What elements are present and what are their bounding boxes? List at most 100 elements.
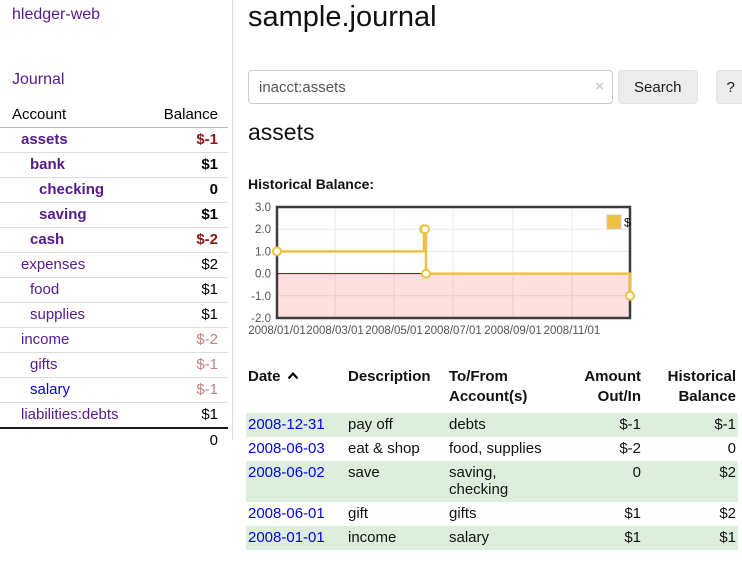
page-title: sample.journal	[248, 1, 437, 33]
account-balance: $1	[147, 302, 228, 328]
sidebar-account-checking: checking 0	[0, 177, 228, 203]
register-amount: $-2	[619, 440, 641, 457]
account-balance: $2	[147, 252, 228, 278]
register-accounts: saving, checking	[449, 464, 509, 498]
sidebar-account-saving: saving $1	[0, 202, 228, 228]
account-balance: $-1	[147, 352, 228, 378]
register-header-accounts: To/From Account(s)	[447, 362, 553, 413]
search-form: × Search ?	[248, 70, 742, 104]
register-header-description: Description	[348, 368, 431, 385]
register-accounts: salary	[449, 529, 490, 546]
register-date-link[interactable]: 2008-01-01	[248, 529, 325, 546]
register-balance: $2	[719, 464, 736, 481]
register-header-balance-line1: Historical	[667, 368, 736, 385]
svg-text:2008/11/01: 2008/11/01	[544, 325, 601, 337]
register-amount: $-1	[619, 416, 641, 433]
account-balance: $-2	[147, 327, 228, 353]
svg-text:2008/03/01: 2008/03/01	[306, 325, 364, 337]
chart-title: Historical Balance:	[248, 176, 375, 192]
svg-text:-1.0: -1.0	[251, 291, 271, 303]
register-accounts: gifts	[449, 505, 477, 522]
svg-text:3.0: 3.0	[255, 202, 271, 214]
register-balance: $2	[719, 505, 736, 522]
account-link-liabilities-debts[interactable]: liabilities:debts	[21, 406, 119, 423]
register-header-accounts-line2: Account(s)	[449, 388, 528, 405]
register-amount: $1	[624, 505, 641, 522]
svg-text:$: $	[624, 216, 631, 230]
register-header-amount: Amount Out/In	[553, 362, 643, 413]
register-header-balance-line2: Balance	[678, 388, 736, 405]
account-balance: $-1	[147, 377, 228, 403]
account-link-bank[interactable]: bank	[30, 156, 66, 173]
svg-text:-2.0: -2.0	[251, 313, 271, 325]
register-balance: $1	[719, 529, 736, 546]
account-link-cash[interactable]: cash	[30, 231, 65, 248]
register-date-link[interactable]: 2008-06-03	[248, 440, 325, 457]
search-input-wrap: ×	[248, 70, 613, 104]
register-header-amount-line1: Amount	[584, 368, 641, 385]
register-header-date[interactable]: Date	[246, 362, 346, 413]
accounts-header-balance: Balance	[147, 103, 228, 128]
register-row: 2008-06-02 save saving, checking 0 $2	[246, 461, 738, 502]
sidebar-account-salary: salary $-1	[0, 377, 228, 403]
register-accounts: debts	[449, 416, 486, 433]
svg-text:2.0: 2.0	[255, 224, 271, 236]
sidebar-account-liabilities-debts: liabilities:debts $1	[0, 402, 228, 428]
svg-text:2008/01/01: 2008/01/01	[248, 325, 306, 337]
sidebar-account-gifts: gifts $-1	[0, 352, 228, 378]
app-brand-link[interactable]: hledger-web	[12, 6, 101, 23]
register-description: save	[348, 464, 380, 481]
sort-ascending-icon[interactable]	[287, 371, 299, 380]
search-button[interactable]: Search	[618, 70, 698, 104]
account-balance: $1	[147, 277, 228, 303]
register-date-link[interactable]: 2008-12-31	[248, 416, 325, 433]
register-balance: $-1	[714, 416, 736, 433]
account-balance: 0	[147, 177, 228, 203]
register-description: pay off	[348, 416, 393, 433]
register-header-balance: Historical Balance	[643, 362, 738, 413]
account-balance: $-2	[147, 227, 228, 253]
register-accounts: food, supplies	[449, 440, 542, 457]
register-amount: $1	[624, 529, 641, 546]
account-balance: $1	[147, 402, 228, 428]
register-date-link[interactable]: 2008-06-02	[248, 464, 325, 481]
svg-text:1.0: 1.0	[255, 246, 271, 258]
sidebar-account-supplies: supplies $1	[0, 302, 228, 328]
sidebar-account-cash: cash $-2	[0, 227, 228, 253]
svg-text:2008/05/01: 2008/05/01	[365, 325, 423, 337]
sidebar-divider	[232, 0, 233, 440]
accounts-total-value: 0	[147, 427, 228, 453]
sidebar-account-expenses: expenses $2	[0, 252, 228, 278]
register-amount: 0	[632, 464, 641, 481]
register-header-amount-line2: Out/In	[597, 388, 641, 405]
register-table: Date Description To/From Account(s) Amou…	[246, 362, 738, 550]
account-link-salary[interactable]: salary	[30, 381, 71, 398]
register-header-accounts-line1: To/From	[449, 368, 508, 385]
register-description: income	[348, 529, 397, 546]
historical-balance-chart[interactable]: $3.0 2.0 1.0 0.0 -1.0 -2.0 2008/01/01 2008/03/0…	[246, 200, 646, 342]
account-link-saving[interactable]: saving	[39, 206, 87, 223]
search-input[interactable]	[248, 70, 613, 104]
account-balance: $-1	[196, 131, 218, 148]
account-link-food[interactable]: food	[30, 281, 60, 298]
accounts-table-header: Account Balance	[0, 103, 228, 128]
account-link-checking[interactable]: checking	[39, 181, 105, 198]
account-link-gifts[interactable]: gifts	[30, 356, 58, 373]
search-help-button[interactable]: ?	[715, 70, 742, 104]
register-description: eat & shop	[348, 440, 420, 457]
account-link-assets[interactable]: assets	[21, 131, 68, 148]
account-link-supplies[interactable]: supplies	[30, 306, 86, 323]
account-link-expenses[interactable]: expenses	[21, 256, 86, 273]
register-date-link[interactable]: 2008-06-01	[248, 505, 325, 522]
clear-search-icon[interactable]: ×	[595, 78, 604, 95]
nav-journal-link[interactable]: Journal	[12, 71, 65, 88]
accounts-header-account: Account	[0, 103, 148, 128]
account-balance: $1	[147, 152, 228, 178]
register-description: gift	[348, 505, 369, 522]
account-heading: assets	[248, 119, 315, 145]
register-row: 2008-06-01 gift gifts $1 $2	[246, 502, 738, 526]
account-link-income[interactable]: income	[21, 331, 70, 348]
account-balance: $1	[147, 202, 228, 228]
register-row: 2008-12-31 pay off debts $-1 $-1	[246, 413, 738, 437]
